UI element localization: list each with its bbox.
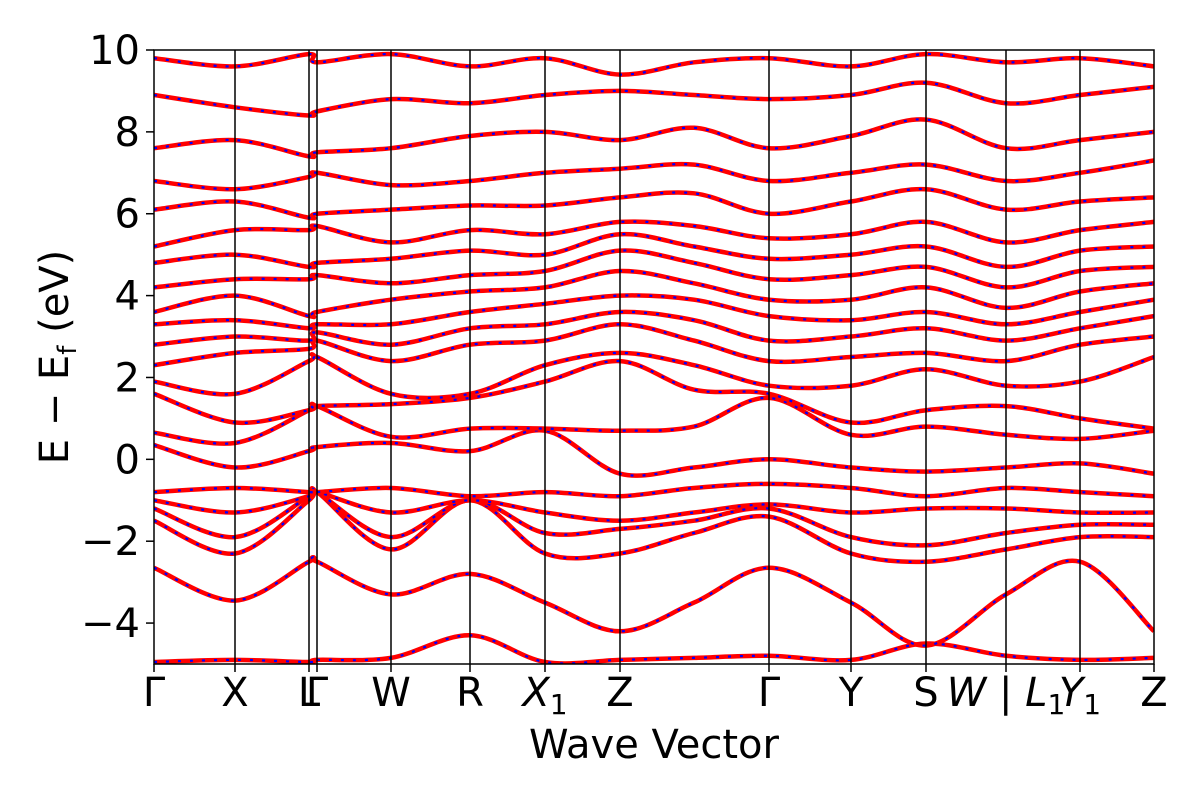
x-tick-label-9: Y [838, 670, 864, 716]
y-tick-label-3: 4 [115, 274, 140, 320]
x-tick-label-1: X [221, 670, 248, 716]
x-tick-label-5: R [456, 670, 484, 716]
y-axis-label-sub: f [53, 345, 83, 355]
x-tick-label-8: Γ [758, 670, 781, 716]
band-9-dotted-line [154, 359, 1154, 430]
y-axis-label: E − Ef (eV) [32, 250, 83, 465]
x-tick-label-13: Z [1140, 670, 1167, 716]
band-17-line [154, 219, 1154, 249]
band-1-line [154, 633, 1154, 664]
band-4-dotted-line [154, 487, 1154, 547]
x-tick-label-11: W | L1 [947, 670, 1066, 721]
bands-layer [154, 51, 1154, 664]
x-tick-label-3: Γ [306, 670, 329, 716]
band-20-line [154, 117, 1154, 160]
band-2-dotted-line [154, 556, 1154, 647]
y-axis-label-unit: (eV) [32, 250, 78, 346]
y-tick-label-0: 10 [89, 28, 140, 74]
band-1-dotted-line [154, 634, 1154, 664]
x-tick-label-0: Γ [143, 670, 166, 716]
y-axis: 10 8 6 4 2 0 −2 −4 [81, 28, 154, 647]
band-16-line [154, 231, 1154, 270]
band-19-dotted-line [154, 159, 1154, 191]
plot-area [153, 49, 1155, 665]
band-7-line [154, 428, 1154, 478]
x-tick-label-4: W [371, 670, 411, 716]
band-2-line [154, 554, 1154, 648]
band-13-dotted-line [154, 294, 1154, 330]
band-10-dotted-line [154, 351, 1154, 400]
x-tick-label-7: Z [606, 670, 633, 716]
band-18-line [154, 186, 1154, 221]
y-tick-label-1: 8 [115, 110, 140, 156]
y-tick-label-7: −4 [81, 601, 140, 647]
x-tick-label-2: L [298, 670, 321, 716]
y-axis-label-main: E − E [32, 355, 78, 465]
band-21-dotted-line [154, 81, 1154, 117]
band-22-line [154, 51, 1154, 77]
band-21-line [154, 80, 1154, 118]
y-tick-label-6: −2 [81, 519, 140, 565]
y-tick-label-4: 2 [115, 355, 140, 401]
kpoint-lines-layer [234, 50, 1081, 664]
plot-frame [153, 49, 1155, 665]
band-19-line [154, 158, 1154, 192]
x-tick-label-6: X1 [520, 670, 567, 721]
y-tick-label-5: 0 [115, 437, 140, 483]
y-tick-label-2: 6 [115, 192, 140, 238]
x-axis-label: Wave Vector [529, 722, 780, 768]
band-6-line [154, 481, 1154, 499]
band-20-dotted-line [154, 118, 1154, 158]
x-tick-label-12: Y1 [1059, 670, 1101, 721]
x-tick-label-10: S [913, 670, 938, 716]
